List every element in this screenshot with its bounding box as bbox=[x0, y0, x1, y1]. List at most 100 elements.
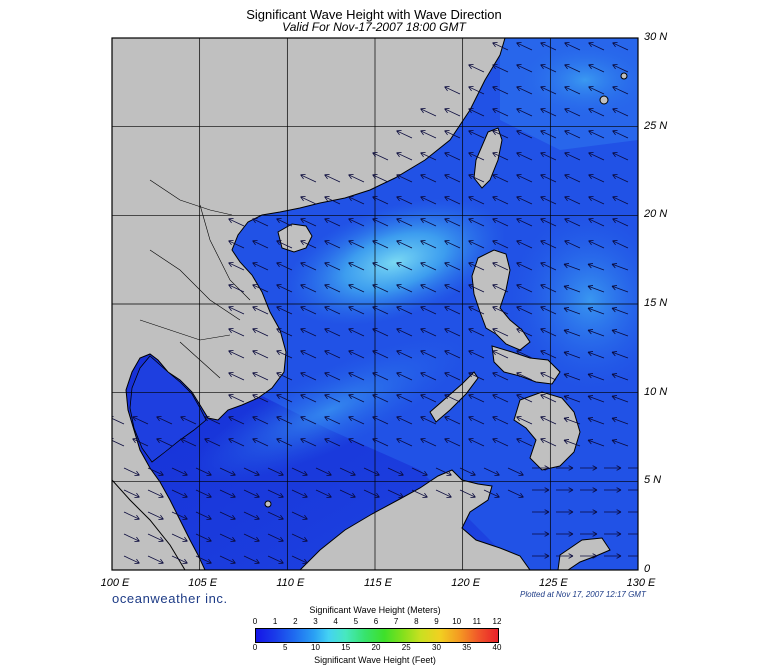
wave-direction-arrow bbox=[267, 533, 284, 542]
wave-direction-arrow bbox=[612, 130, 629, 139]
wave-direction-arrow bbox=[228, 350, 245, 359]
wave-direction-arrow bbox=[339, 467, 356, 476]
wave-direction-arrow bbox=[372, 306, 389, 315]
wave-direction-arrow bbox=[276, 240, 293, 249]
wave-direction-arrow bbox=[348, 196, 365, 205]
wave-direction-arrow bbox=[612, 152, 629, 161]
wave-direction-arrow bbox=[492, 86, 509, 95]
wave-direction-arrow bbox=[252, 394, 269, 403]
wave-direction-arrow bbox=[516, 306, 533, 315]
wave-direction-arrow bbox=[611, 263, 629, 271]
wave-direction-arrow bbox=[147, 555, 164, 564]
wave-direction-arrow bbox=[507, 489, 524, 498]
wave-direction-arrow bbox=[612, 196, 629, 205]
wave-direction-arrow bbox=[420, 372, 437, 381]
wave-direction-arrow bbox=[435, 467, 452, 476]
wave-direction-arrow bbox=[492, 350, 509, 359]
wave-direction-arrow bbox=[516, 42, 533, 51]
latitude-label: 20 N bbox=[644, 208, 668, 221]
wave-direction-arrow bbox=[219, 467, 236, 476]
wave-direction-arrow bbox=[300, 262, 317, 271]
wave-direction-arrow bbox=[604, 487, 622, 493]
wave-direction-arrow bbox=[291, 511, 308, 520]
wave-direction-arrow bbox=[468, 372, 485, 381]
wave-direction-arrow bbox=[300, 372, 317, 381]
wave-direction-arrow bbox=[588, 64, 605, 73]
wave-direction-arrow bbox=[459, 489, 476, 498]
wave-direction-arrow bbox=[604, 465, 622, 471]
wave-direction-arrow bbox=[420, 438, 437, 447]
wave-direction-arrow bbox=[516, 416, 533, 425]
wave-direction-arrow bbox=[540, 42, 557, 51]
wave-direction-arrow bbox=[611, 395, 629, 403]
wave-direction-arrow bbox=[228, 284, 245, 293]
map-frame bbox=[111, 37, 639, 571]
wave-direction-arrow bbox=[123, 489, 140, 498]
brand-logo-text: oceanweather inc. bbox=[112, 591, 228, 606]
wave-direction-arrow bbox=[324, 438, 341, 447]
wave-direction-arrow bbox=[611, 351, 629, 359]
wave-direction-arrow bbox=[483, 467, 500, 476]
wave-direction-arrow bbox=[563, 417, 581, 425]
wave-direction-arrow bbox=[276, 416, 293, 425]
wave-direction-arrow bbox=[276, 372, 293, 381]
wave-direction-arrow bbox=[492, 372, 509, 381]
wave-direction-arrow bbox=[564, 64, 581, 73]
longitude-label: 120 E bbox=[451, 577, 481, 589]
wave-direction-arrow bbox=[444, 196, 461, 205]
wave-direction-arrow bbox=[267, 555, 284, 564]
land-asia-mainland bbox=[112, 38, 506, 570]
wave-direction-arrow bbox=[228, 218, 245, 227]
wave-direction-arrow bbox=[516, 262, 533, 271]
wave-direction-arrow bbox=[147, 489, 164, 498]
wave-direction-arrow bbox=[604, 531, 622, 537]
latitude-label: 0 bbox=[644, 563, 651, 575]
wave-direction-arrow bbox=[363, 489, 380, 498]
wave-direction-arrow bbox=[556, 553, 574, 559]
wave-direction-arrow bbox=[420, 152, 437, 161]
wave-direction-arrow bbox=[563, 329, 581, 337]
wave-direction-arrow bbox=[123, 511, 140, 520]
latitude-label: 30 N bbox=[644, 31, 668, 43]
wave-direction-arrow bbox=[228, 328, 245, 337]
wave-direction-arrow bbox=[483, 489, 500, 498]
wave-direction-arrow bbox=[396, 394, 413, 403]
plotted-timestamp: Plotted at Nov 17, 2007 12:17 GMT bbox=[520, 590, 646, 599]
wave-direction-arrow bbox=[492, 64, 509, 73]
wave-direction-arrow bbox=[507, 467, 524, 476]
wave-direction-arrow bbox=[564, 174, 581, 183]
latitude-label: 5 N bbox=[644, 474, 662, 487]
wave-direction-arrow bbox=[563, 263, 581, 271]
wave-direction-arrow bbox=[112, 416, 125, 425]
legend-feet-tick: 30 bbox=[432, 643, 441, 652]
wave-direction-arrow bbox=[420, 350, 437, 359]
wave-direction-arrow bbox=[339, 489, 356, 498]
wave-direction-arrow bbox=[612, 240, 629, 249]
wave-direction-arrow bbox=[580, 509, 598, 515]
wave-direction-arrow bbox=[387, 489, 404, 498]
wave-direction-arrow bbox=[587, 373, 605, 381]
wave-direction-arrow bbox=[228, 416, 245, 425]
wave-direction-arrow bbox=[611, 329, 629, 337]
wave-direction-arrow bbox=[180, 438, 197, 447]
wave-direction-arrow bbox=[324, 394, 341, 403]
wave-direction-arrow bbox=[532, 487, 550, 493]
wave-direction-arrow bbox=[628, 467, 638, 469]
wave-direction-arrow bbox=[276, 284, 293, 293]
wave-direction-arrow bbox=[228, 394, 245, 403]
wave-direction-arrow bbox=[228, 262, 245, 271]
wave-direction-arrow bbox=[276, 394, 293, 403]
land-luzon bbox=[471, 249, 531, 351]
wave-direction-arrow bbox=[348, 372, 365, 381]
wave-direction-arrow bbox=[396, 438, 413, 447]
wave-direction-arrow bbox=[372, 218, 389, 227]
wave-direction-arrow bbox=[252, 240, 269, 249]
wave-direction-arrow bbox=[348, 438, 365, 447]
wave-direction-arrow bbox=[396, 196, 413, 205]
wave-direction-arrow bbox=[315, 467, 332, 476]
wave-direction-arrow bbox=[243, 511, 260, 520]
wave-direction-arrow bbox=[348, 284, 365, 293]
wave-direction-arrow bbox=[540, 306, 557, 315]
wave-direction-arrow bbox=[540, 394, 557, 403]
wave-direction-arrow bbox=[588, 174, 605, 183]
